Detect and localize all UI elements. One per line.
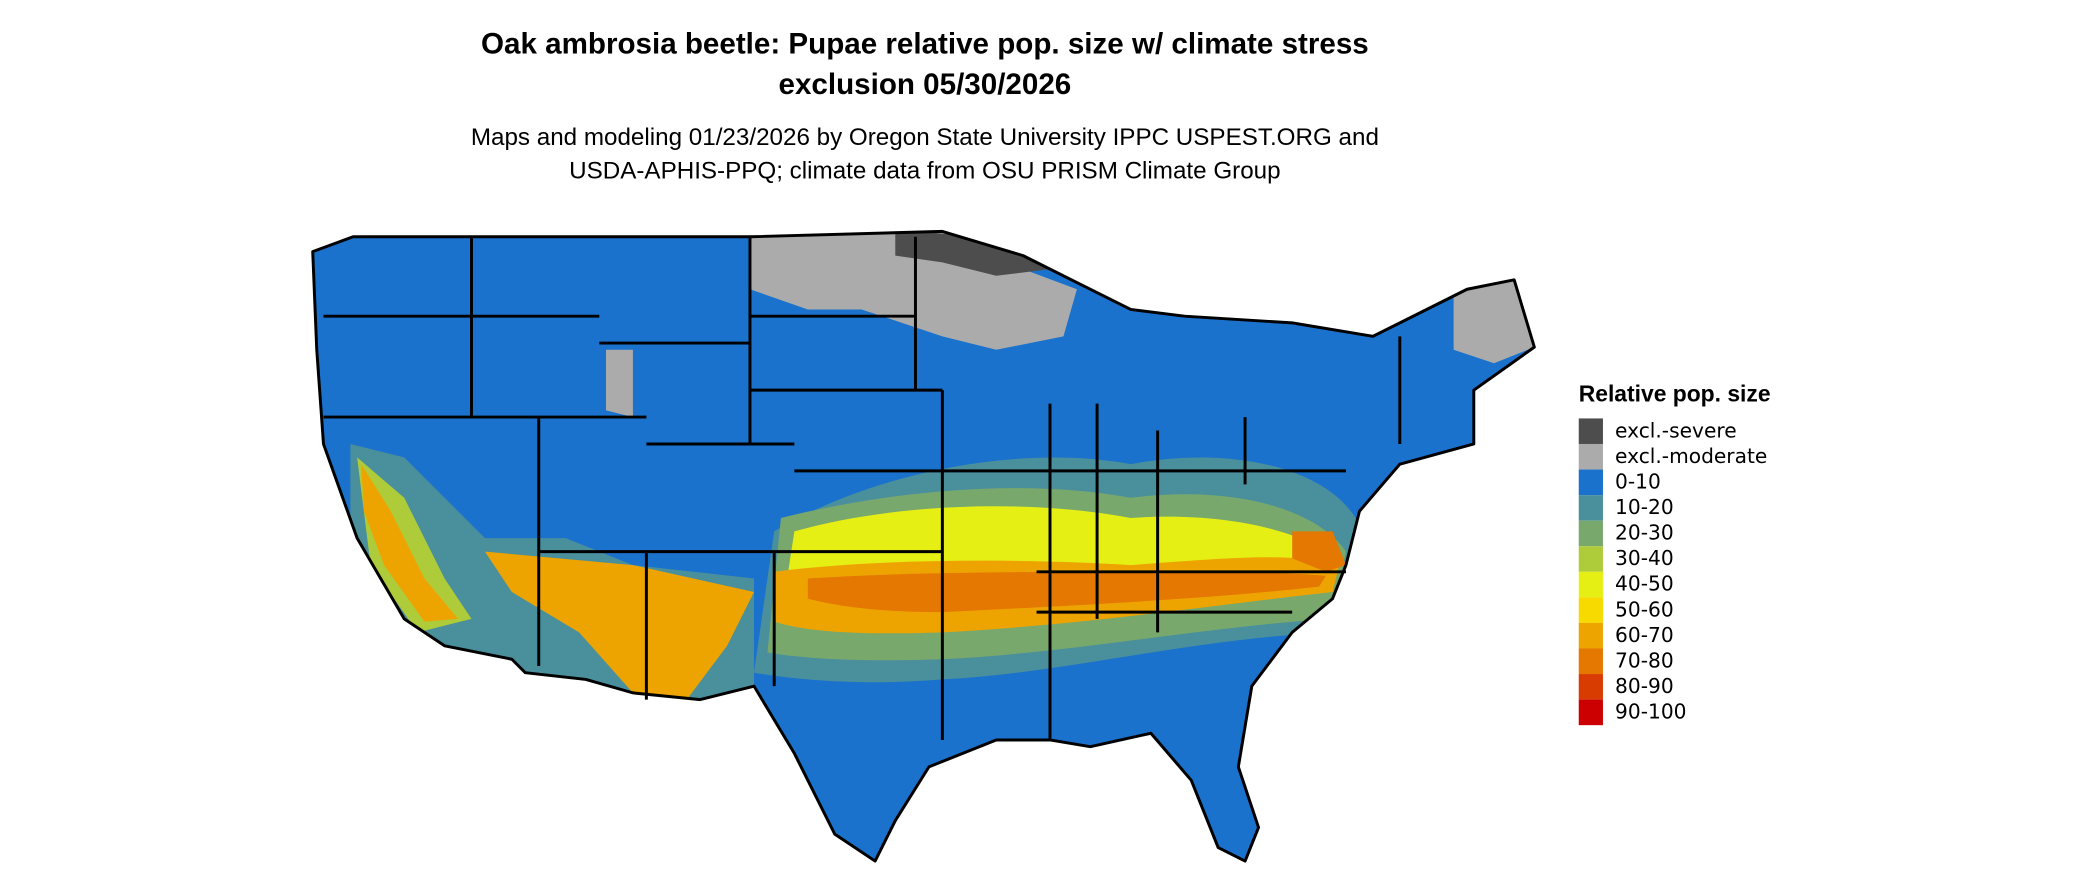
title-line: Oak ambrosia beetle: Pupae relative pop.… bbox=[481, 28, 1369, 61]
region-excl-severe bbox=[895, 231, 1050, 276]
legend-swatch bbox=[1578, 571, 1603, 598]
legend-swatch bbox=[1578, 418, 1603, 444]
legend-swatch bbox=[1578, 546, 1603, 572]
legend-label: 80-90 bbox=[1615, 674, 1674, 698]
region-70-80 bbox=[1292, 531, 1346, 572]
region-60-70 bbox=[361, 464, 459, 622]
legend-label: 90-100 bbox=[1615, 700, 1686, 724]
legend-label: 10-20 bbox=[1615, 495, 1674, 519]
legend-swatch bbox=[1578, 622, 1603, 649]
legend-label: 70-80 bbox=[1615, 648, 1674, 672]
legend-swatch bbox=[1578, 648, 1603, 675]
region-60-70 bbox=[484, 551, 755, 700]
region-30-40 bbox=[357, 457, 472, 633]
legend-label: 60-70 bbox=[1615, 623, 1674, 647]
legend-swatch bbox=[1578, 469, 1603, 496]
legend-label: 50-60 bbox=[1615, 597, 1674, 621]
legend-swatch bbox=[1578, 495, 1603, 521]
state-borders bbox=[311, 229, 1536, 863]
legend-swatch bbox=[1578, 699, 1603, 726]
region-70-80 bbox=[807, 571, 1326, 613]
legend-title: Relative pop. size bbox=[1579, 381, 1771, 407]
region-excl-moderate bbox=[1453, 275, 1535, 364]
legend-label: excl.-moderate bbox=[1615, 444, 1767, 468]
legend-swatch bbox=[1578, 520, 1603, 547]
title-line: exclusion 05/30/2026 bbox=[779, 68, 1072, 101]
legend: Relative pop. size excl.-severeexcl.-mod… bbox=[1578, 381, 1771, 726]
legend-label: 0-10 bbox=[1615, 469, 1661, 493]
legend-swatch bbox=[1578, 443, 1603, 470]
legend-label: 40-50 bbox=[1615, 572, 1674, 596]
legend-swatch bbox=[1578, 597, 1603, 623]
legend-label: excl.-severe bbox=[1615, 418, 1737, 442]
region-excl-moderate bbox=[606, 349, 633, 418]
legend-label: 30-40 bbox=[1615, 546, 1674, 570]
legend-swatch bbox=[1578, 674, 1603, 700]
map bbox=[312, 231, 1535, 862]
subtitle-line: Maps and modeling 01/23/2026 by Oregon S… bbox=[471, 124, 1379, 151]
subtitle-line: USDA-APHIS-PPQ; climate data from OSU PR… bbox=[569, 158, 1280, 185]
legend-label: 20-30 bbox=[1615, 521, 1674, 545]
